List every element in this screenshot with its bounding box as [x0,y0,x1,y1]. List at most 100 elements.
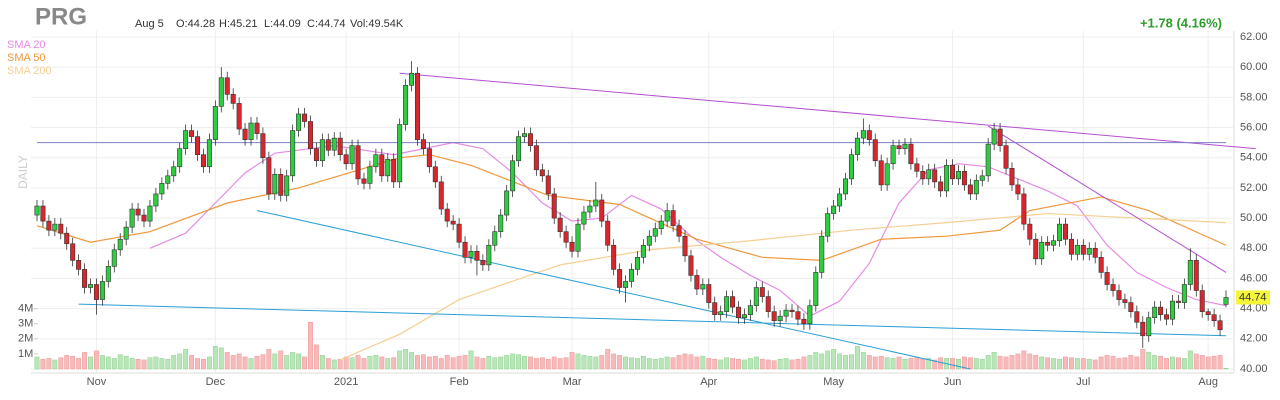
candle-body [765,296,771,312]
volume-bar [236,353,242,370]
volume-bar [1063,356,1068,370]
volume-bar [492,357,498,370]
volume-bar [593,356,599,370]
candle-body [40,205,46,222]
volume-bar [771,360,777,370]
candle-body [813,272,819,306]
volume-bar [736,358,741,370]
candle-body [914,163,920,172]
trendline [399,72,1256,150]
volume-bar [165,358,171,370]
candle-body [896,145,902,149]
candle-body [343,154,349,165]
volume-bar [551,356,557,370]
volume-bar [1140,349,1146,370]
volume-bar [1098,356,1104,370]
candle-body [795,311,801,320]
volume-bar [1086,358,1092,370]
volume-bar [260,354,266,370]
candle-body [1015,184,1021,195]
volume-bar [932,359,938,370]
volume-tick-label: 2M [18,333,33,345]
volume-bar [123,355,129,370]
y-tick-label: 48.00 [1240,242,1268,254]
candle-body [872,139,878,162]
candle-body [1164,314,1170,320]
volume-bar [795,358,801,370]
candle-body [212,106,218,140]
candle-body [498,214,504,232]
candle-body [902,143,908,149]
volume-bar [819,353,825,370]
candle-body [1068,238,1074,255]
candle-body [973,180,979,195]
candle-body [355,145,361,180]
volume-tick-label: 4M [18,303,33,315]
volume-bar [938,357,944,370]
volume-bar [117,354,123,370]
x-tick-label: Aug [1198,376,1218,388]
candle-body [1169,300,1175,320]
candle-body [646,235,652,246]
volume-bar [1092,359,1098,370]
volume-bar [1164,358,1169,370]
volume-bar [587,355,593,370]
x-tick-label: Apr [700,376,717,388]
volume-bar [789,359,795,370]
header-volume: Vol:49.54K [350,18,404,30]
candle-body [82,269,88,288]
volume-bar [1152,355,1158,370]
candle-body [676,225,682,237]
volume-bar [783,358,789,370]
candle-body [1223,297,1229,305]
candle-body [302,113,308,122]
candle-body [1033,238,1039,260]
volume-bar [837,353,843,370]
candle-body [272,174,278,195]
volume-bar [474,356,480,370]
volume-bar [105,356,111,370]
candle-body [260,133,266,159]
candle-body [1205,311,1211,315]
candle-body [420,139,426,149]
y-tick-label: 40.00 [1240,363,1268,375]
candle-body [581,211,587,225]
volume-bar [967,357,973,370]
candle-body [706,284,712,303]
candle-body [135,208,141,216]
volume-bar [135,358,141,370]
candle-body [801,318,807,325]
candle-body [854,137,860,156]
volume-bar [961,356,967,370]
volume-bar [1205,356,1211,370]
volume-bar [1015,353,1021,370]
volume-bar [1175,357,1181,370]
volume-bar [581,355,587,370]
volume-bar [426,356,432,370]
volume-bar [1181,358,1187,370]
volume-bar [825,350,831,370]
volume-bar [1122,357,1128,370]
candle-body [248,122,254,140]
candle-body [1051,240,1057,246]
candle-body [955,171,961,180]
candle-body [492,231,498,246]
candle-body [843,178,849,195]
candle-body [177,148,183,168]
candle-body [444,208,450,222]
candle-body [278,174,284,196]
trendline [78,303,1227,337]
volume-bar [563,357,569,370]
candle-body [634,257,640,270]
candle-body [480,260,486,266]
candle-body [979,175,985,181]
volume-bar [640,355,646,370]
candle-body [307,121,313,149]
volume-bar [415,355,420,370]
volume-bar [634,358,640,370]
volume-bar [420,354,426,370]
volume-bar [516,354,521,370]
candle-body [527,133,533,146]
volume-bar [1104,355,1110,370]
candle-body [985,143,991,177]
